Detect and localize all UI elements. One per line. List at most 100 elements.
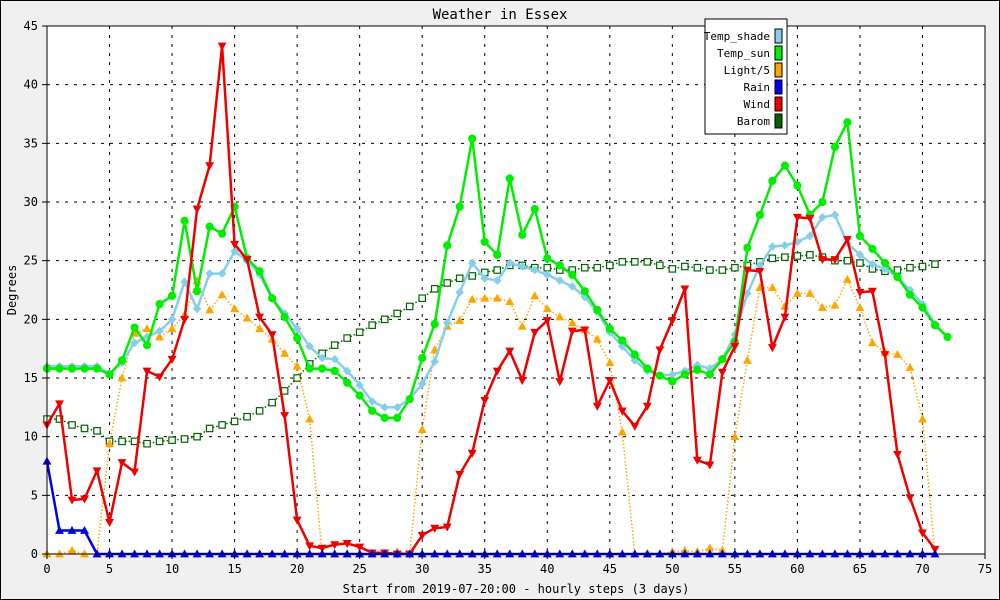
x-tick-label: 5: [106, 562, 113, 576]
data-point-rain: [67, 525, 77, 534]
data-point-temp-sun: [217, 229, 227, 238]
data-point-light-5: [592, 334, 602, 343]
data-point-wind: [105, 518, 114, 527]
data-point-rain: [80, 525, 89, 534]
data-point-temp-shade: [855, 250, 865, 260]
data-point-temp-sun: [568, 270, 577, 279]
data-point-wind: [642, 402, 652, 411]
data-point-wind: [830, 256, 840, 265]
data-point-wind: [842, 236, 852, 245]
data-point-barom: [718, 266, 727, 274]
data-point-light-5: [492, 293, 502, 302]
data-point-light-5: [817, 302, 827, 311]
data-point-wind: [893, 450, 902, 459]
data-point-temp-sun: [768, 176, 777, 185]
data-point-wind: [817, 256, 827, 265]
data-point-temp-sun: [343, 378, 352, 387]
data-point-temp-sun: [680, 370, 689, 379]
data-point-light-5: [417, 424, 427, 434]
data-point-temp-shade: [442, 318, 452, 328]
data-point-temp-sun: [167, 291, 177, 300]
x-tick-label: 20: [290, 562, 304, 576]
y-tick-label: 45: [24, 19, 38, 33]
data-point-temp-shade: [392, 403, 402, 412]
data-point-wind: [355, 543, 365, 552]
data-point-temp-shade: [217, 269, 227, 278]
data-point-light-5: [117, 373, 127, 382]
data-point-temp-shade: [130, 338, 139, 348]
legend-label: Rain: [744, 81, 771, 94]
data-point-wind: [617, 407, 627, 416]
data-point-wind: [167, 355, 177, 364]
data-point-temp-sun: [905, 290, 915, 299]
y-tick-label: 15: [24, 371, 38, 385]
legend-swatch: [774, 113, 783, 129]
y-tick-label: 0: [31, 547, 38, 561]
data-point-barom: [543, 263, 552, 272]
data-point-light-5: [467, 294, 477, 303]
data-point-barom: [193, 432, 201, 441]
data-point-light-5: [155, 332, 165, 341]
plot-border: [46, 25, 986, 555]
data-point-wind: [430, 524, 440, 533]
x-tick-label: 65: [853, 562, 867, 576]
data-point-light-5: [867, 338, 877, 347]
data-point-barom: [118, 437, 126, 446]
data-point-barom: [493, 266, 502, 274]
data-point-wind: [530, 328, 540, 337]
data-point-temp-shade: [455, 288, 465, 297]
data-point-barom: [368, 321, 376, 330]
data-point-wind: [542, 317, 552, 326]
data-point-light-5: [517, 321, 527, 330]
data-point-temp-shade: [167, 315, 177, 324]
data-point-barom: [681, 262, 689, 271]
data-point-temp-sun: [943, 332, 952, 342]
data-point-barom: [205, 424, 214, 433]
data-point-barom: [68, 421, 76, 429]
y-axis-label: Degrees: [5, 265, 19, 316]
data-point-barom: [643, 258, 652, 266]
data-point-temp-sun: [205, 222, 214, 231]
chart-title: Weather in Essex: [433, 7, 568, 23]
x-tick-label: 15: [227, 562, 241, 576]
data-point-wind: [230, 240, 240, 249]
data-point-light-5: [855, 302, 865, 311]
data-point-light-5: [893, 349, 902, 358]
data-point-temp-sun: [380, 413, 389, 422]
data-point-barom: [330, 341, 339, 349]
data-point-wind: [592, 402, 602, 411]
data-point-temp-sun: [55, 364, 64, 373]
x-tick-label: 30: [415, 562, 429, 576]
data-point-wind: [455, 470, 465, 479]
data-point-temp-shade: [780, 241, 790, 250]
data-point-temp-shade: [830, 210, 840, 220]
data-point-temp-sun: [930, 321, 940, 330]
data-point-temp-shade: [192, 304, 202, 314]
data-point-wind: [305, 542, 315, 551]
legend-label: Barom: [737, 115, 770, 128]
data-point-temp-shade: [305, 342, 314, 351]
data-point-wind: [755, 267, 765, 276]
data-point-barom: [155, 437, 164, 446]
y-tick-label: 35: [24, 136, 38, 150]
x-tick-label: 40: [540, 562, 554, 576]
data-point-barom: [731, 263, 739, 272]
data-point-light-5: [905, 362, 915, 371]
data-point-wind: [55, 400, 64, 409]
data-point-temp-sun: [405, 395, 414, 404]
data-point-light-5: [805, 288, 815, 297]
data-point-rain: [55, 525, 64, 534]
data-point-temp-sun: [305, 364, 314, 373]
y-tick-label: 5: [31, 488, 38, 502]
data-point-temp-shade: [292, 324, 302, 334]
data-point-barom: [430, 285, 439, 293]
data-point-barom: [593, 263, 602, 272]
data-point-barom: [455, 274, 464, 283]
data-point-wind: [855, 288, 865, 297]
x-tick-label: 55: [728, 562, 742, 576]
data-point-temp-shade: [205, 269, 214, 278]
data-point-temp-shade: [367, 397, 377, 406]
data-point-temp-sun: [443, 241, 452, 250]
legend-label: Light/5: [724, 64, 770, 77]
